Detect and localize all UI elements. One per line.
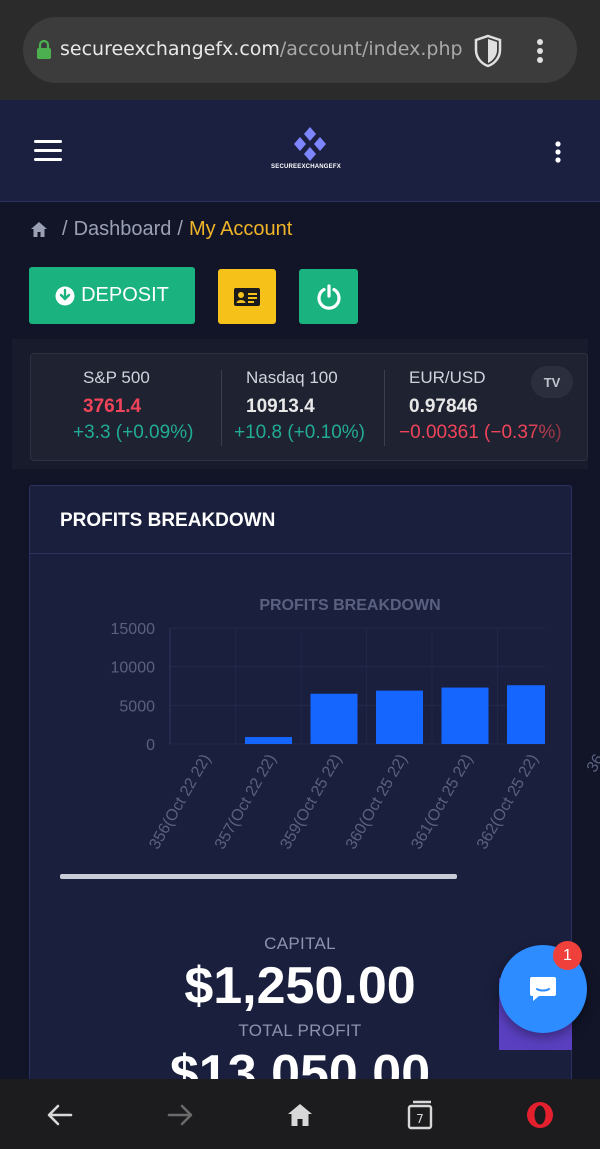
y-tick-label: 15000	[111, 621, 156, 638]
ticker-tape[interactable]: S&P 500 3761.4 +3.3 (+0.09%) Nasdaq 100 …	[30, 353, 588, 461]
site-logo[interactable]	[270, 124, 350, 174]
url-text[interactable]: secureexchangefx.com/account/index.php	[60, 38, 463, 60]
x-tick-label: 361(Oct 25 22)	[408, 752, 476, 853]
home-nav-icon[interactable]	[285, 1100, 315, 1130]
logout-button[interactable]	[299, 269, 358, 324]
ticker-divider	[221, 370, 222, 446]
breadcrumb-current: My Account	[188, 218, 293, 240]
capital-label: CAPITAL	[264, 934, 336, 953]
chart-bar	[507, 685, 545, 744]
ticker-change: +10.8 (+0.10%)	[234, 422, 365, 443]
opera-menu-icon[interactable]	[525, 1100, 555, 1130]
hamburger-menu-icon[interactable]	[34, 140, 62, 162]
y-tick-label: 0	[146, 737, 155, 754]
card-title: PROFITS BREAKDOWN	[60, 510, 276, 531]
address-bar[interactable]	[23, 17, 577, 83]
ticker-item[interactable]: EUR/USD 0.97846 −0.00361 (−0.37%)	[399, 368, 562, 448]
x-tick-label: 36	[584, 751, 600, 775]
chart-title: PROFITS BREAKDOWN	[259, 597, 440, 614]
chart-bar	[245, 737, 292, 744]
ticker-name: Nasdaq 100	[246, 368, 338, 387]
tab-count: 7	[416, 1112, 424, 1126]
chat-bubble-icon	[530, 977, 556, 1001]
y-tick-label: 5000	[119, 698, 155, 715]
x-tick-label: 359(Oct 25 22)	[277, 752, 345, 853]
ticker-price: 3761.4	[83, 396, 142, 417]
breadcrumb-separator: /	[62, 218, 68, 240]
chart-bar	[376, 690, 423, 744]
y-tick-label: 10000	[111, 660, 156, 677]
breadcrumb-separator: /	[177, 218, 183, 240]
url-path: /account/index.php	[279, 38, 463, 60]
shield-icon[interactable]	[473, 34, 503, 68]
chart-scrollbar[interactable]	[60, 874, 457, 879]
ticker-name: S&P 500	[83, 368, 150, 387]
home-icon[interactable]	[30, 221, 48, 239]
id-card-icon	[234, 287, 260, 306]
ticker-change: +3.3 (+0.09%)	[73, 422, 194, 443]
download-circle-icon	[55, 286, 75, 305]
x-tick-label: 356(Oct 22 22)	[146, 752, 214, 853]
total-profit-label: TOTAL PROFIT	[238, 1021, 362, 1040]
breadcrumb: / Dashboard / My Account	[30, 218, 292, 241]
forward-arrow-icon[interactable]	[165, 1100, 195, 1130]
url-domain: secureexchangefx.com	[60, 38, 280, 60]
card-header: PROFITS BREAKDOWN	[30, 486, 571, 554]
browser-menu-icon[interactable]	[530, 37, 550, 65]
x-tick-label: 360(Oct 25 22)	[343, 752, 411, 853]
x-tick-label: 357(Oct 22 22)	[212, 752, 280, 853]
chat-notification-badge: 1	[553, 941, 582, 970]
profits-chart: PROFITS BREAKDOWN 0 5000 10000 15000 356(Oct …	[111, 597, 600, 853]
chart-bar	[441, 687, 489, 744]
ticker-item[interactable]: Nasdaq 100 10913.4 +10.8 (+0.10%)	[234, 368, 365, 448]
ticker-price: 10913.4	[246, 396, 315, 417]
site-menu-icon[interactable]	[550, 140, 566, 164]
tabs-icon[interactable]: 7	[405, 1100, 435, 1130]
deposit-label: DEPOSIT	[81, 284, 169, 306]
chart-bar	[310, 693, 358, 744]
ticker-divider	[384, 370, 385, 446]
tradingview-logo-icon[interactable]: TV	[531, 366, 573, 398]
lock-icon	[37, 40, 51, 59]
capital-value: $1,250.00	[184, 957, 416, 1015]
profits-card: PROFITS BREAKDOWN	[29, 485, 572, 1085]
ticker-item[interactable]: S&P 500 3761.4 +3.3 (+0.09%)	[73, 368, 193, 448]
back-arrow-icon[interactable]	[45, 1100, 75, 1130]
site-logo-text: SECUREEXCHANGEFX	[271, 164, 341, 170]
power-icon	[316, 283, 341, 310]
breadcrumb-dashboard[interactable]: Dashboard	[73, 218, 172, 240]
x-tick-label: 362(Oct 25 22)	[474, 752, 542, 853]
profile-card-button[interactable]	[218, 269, 276, 324]
deposit-button[interactable]: DEPOSIT	[29, 267, 195, 324]
ticker-change: −0.00361 (−0.37%)	[399, 422, 562, 443]
ticker-name: EUR/USD	[409, 368, 486, 387]
ticker-price: 0.97846	[409, 396, 478, 417]
